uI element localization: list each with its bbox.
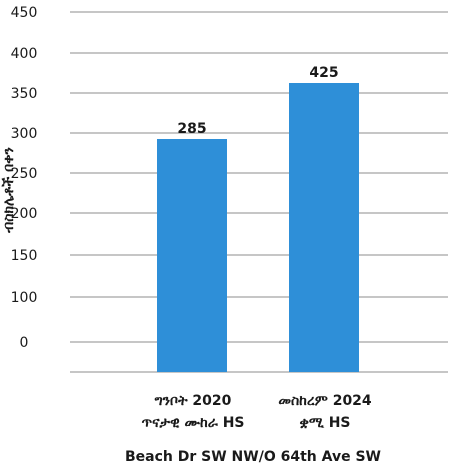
y-tick-label: 400 bbox=[11, 46, 38, 62]
y-tick-label: 350 bbox=[11, 86, 38, 102]
category-label: መስከረም 2024 bbox=[278, 393, 372, 409]
bar bbox=[289, 83, 359, 372]
category-label: ቋሚ HS bbox=[299, 415, 350, 431]
gridlines bbox=[70, 11, 448, 373]
y-axis-title: ብስክሌቶች በቀን bbox=[1, 147, 17, 234]
data-labels: 285 425 bbox=[177, 65, 338, 137]
data-label: 425 bbox=[309, 65, 338, 81]
y-tick-labels: 0 100 150 200 250 300 350 400 450 bbox=[11, 5, 38, 351]
y-tick-label: 150 bbox=[11, 248, 38, 264]
y-tick-label: 0 bbox=[20, 335, 29, 351]
y-tick-label: 200 bbox=[11, 206, 38, 222]
x-axis-title: Beach Dr SW NW/O 64th Ave SW bbox=[125, 449, 381, 465]
data-label: 285 bbox=[177, 121, 206, 137]
category-label: ግንቦት 2020 bbox=[155, 393, 232, 409]
bars bbox=[157, 83, 359, 372]
y-tick-label: 250 bbox=[11, 166, 38, 182]
bar bbox=[157, 139, 227, 372]
category-labels: ግንቦት 2020 ጥናታዊ ሙከራ HS መስከረም 2024 ቋሚ HS bbox=[141, 393, 371, 431]
y-tick-label: 100 bbox=[11, 290, 38, 306]
category-label: ጥናታዊ ሙከራ HS bbox=[141, 415, 244, 431]
y-tick-label: 300 bbox=[11, 126, 38, 142]
y-tick-label: 450 bbox=[11, 5, 38, 21]
